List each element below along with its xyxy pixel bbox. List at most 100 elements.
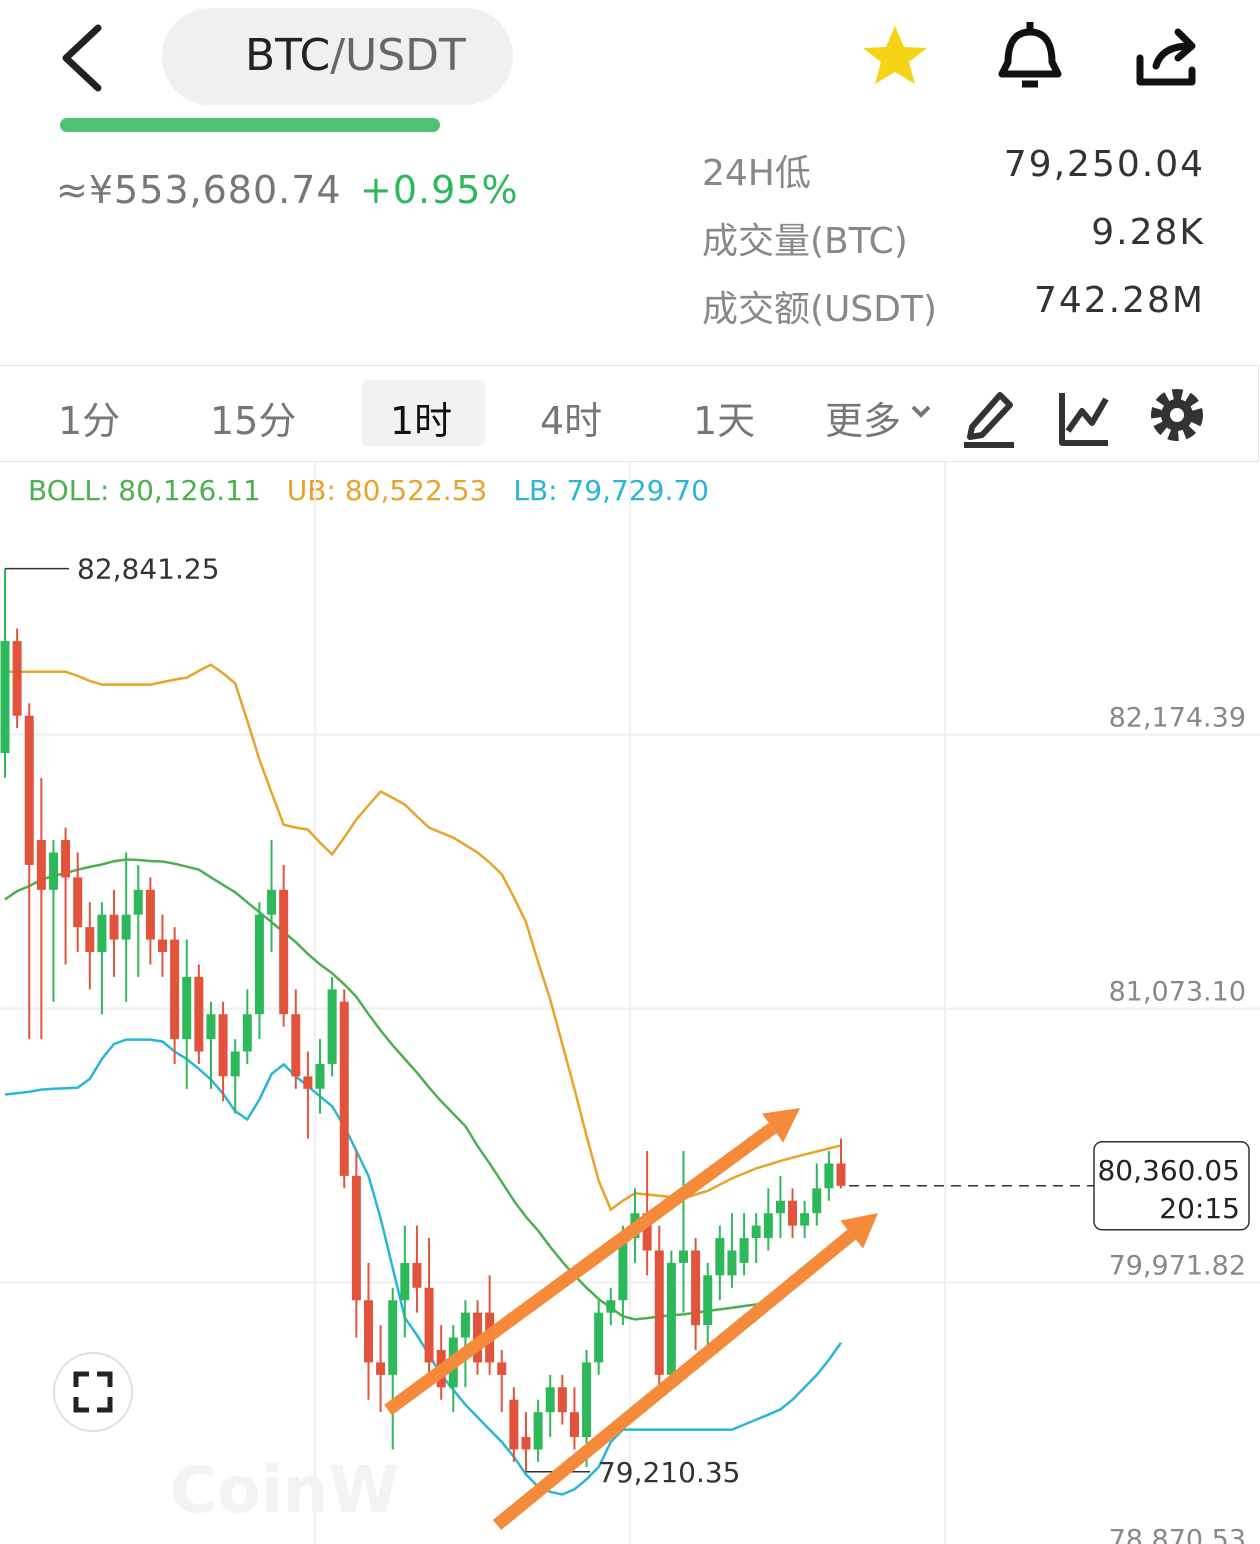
- fullscreen-circle: [53, 1352, 133, 1432]
- candle-body: [594, 1312, 604, 1363]
- candle-body: [460, 1312, 470, 1338]
- candle-body: [242, 1014, 252, 1052]
- candle-body: [109, 914, 119, 940]
- tool-icons: [911, 389, 1203, 448]
- y-tick-label: 78,870.53: [1109, 1524, 1246, 1544]
- pair-title: BTC/USDT: [245, 30, 466, 81]
- trend-arrow: [384, 1122, 777, 1416]
- stat-label: 成交量(BTC): [702, 221, 908, 262]
- cny-price: ≈¥553,680.74: [56, 168, 342, 212]
- candle-body: [61, 840, 71, 878]
- pair-quote: /USDT: [330, 30, 466, 81]
- tab[interactable]: 1时: [390, 399, 453, 443]
- current-price-box: [1093, 1141, 1250, 1231]
- candle-body: [557, 1387, 567, 1413]
- candle-body: [678, 1250, 688, 1263]
- indicator-tool[interactable]: [1059, 393, 1109, 446]
- candle-body: [218, 1014, 228, 1077]
- stat-label: 24H低: [702, 153, 811, 194]
- candle-body: [12, 641, 22, 716]
- candle-body: [230, 1051, 240, 1077]
- boll-line: [5, 663, 842, 1212]
- tab[interactable]: 4时: [540, 399, 603, 443]
- active-tab-bg: [362, 380, 485, 446]
- candle-body: [727, 1250, 737, 1276]
- candle-body: [133, 889, 143, 915]
- candle-body: [291, 1014, 301, 1077]
- candlestick-chart: CoinW 82,174.39 81,073.10 79,971.82 78,870.5…: [0, 462, 1260, 1544]
- candle-body: [424, 1287, 434, 1363]
- share-button[interactable]: [1136, 28, 1196, 86]
- candle-body: [497, 1362, 507, 1375]
- candle-body: [158, 939, 168, 953]
- candle-body: [388, 1300, 398, 1375]
- candle-body: [533, 1412, 543, 1450]
- candle-body: [254, 914, 264, 1015]
- current-price: 80,360.05: [1097, 1154, 1240, 1187]
- candle-body: [206, 1014, 216, 1040]
- candle-body: [606, 1300, 616, 1313]
- trend-arrow: [492, 1229, 856, 1531]
- stat-value: 9.28K: [1091, 212, 1205, 253]
- current-time: 20:15: [1159, 1192, 1240, 1225]
- candle-body: [182, 976, 192, 1040]
- candle-body: [194, 976, 204, 1052]
- interval-bar: [0, 365, 1259, 462]
- candle-body: [121, 914, 131, 940]
- candle-body: [0, 641, 10, 754]
- candle-body: [376, 1362, 386, 1375]
- fullscreen-icon: [73, 1371, 113, 1413]
- boll-legend: BOLL: 80,126.11 UB: 80,522.53 LB: 79,729.7…: [28, 474, 735, 507]
- candle-body: [412, 1262, 422, 1288]
- candle-body: [36, 840, 46, 890]
- candle-body: [48, 852, 58, 890]
- candle-body: [97, 914, 107, 953]
- candle-body: [739, 1238, 749, 1263]
- candle-body: [751, 1225, 761, 1239]
- favorite-star[interactable]: [863, 26, 927, 84]
- extreme-label: 82,841.25: [77, 553, 220, 586]
- tab[interactable]: 15分: [210, 399, 297, 443]
- candle-body: [73, 877, 83, 928]
- stat-label: 成交额(USDT): [702, 289, 938, 330]
- alert-bell[interactable]: [998, 22, 1062, 88]
- legend-item: LB: 79,729.70: [513, 474, 709, 507]
- stat-value: 79,250.04: [1003, 144, 1205, 185]
- candle-body: [85, 927, 95, 953]
- candle-body: [654, 1250, 664, 1375]
- candle-body: [170, 939, 180, 1040]
- candle-body: [545, 1387, 555, 1413]
- settings[interactable]: [1151, 389, 1203, 441]
- pair-selector[interactable]: [162, 8, 513, 105]
- tab[interactable]: 1天: [693, 399, 756, 443]
- y-tick-label: 79,971.82: [1109, 1250, 1246, 1281]
- boll-line: [4, 1038, 843, 1496]
- candle-body: [812, 1188, 822, 1214]
- candle-body: [715, 1238, 725, 1276]
- legend-item: UB: 80,522.53: [286, 474, 488, 507]
- candle-body: [509, 1399, 519, 1450]
- back-button[interactable]: [62, 24, 102, 92]
- fullscreen-button[interactable]: [53, 1352, 133, 1432]
- draw-tool[interactable]: [964, 392, 1014, 448]
- candle-body: [642, 1213, 652, 1251]
- candle-body: [339, 1001, 349, 1176]
- clipped-price: [60, 118, 440, 132]
- extreme-label: 79,210.35: [598, 1456, 741, 1489]
- candle-body: [703, 1275, 713, 1326]
- candle-body: [363, 1300, 373, 1363]
- watermark: CoinW: [170, 1454, 399, 1528]
- stat-value: 742.28M: [1033, 280, 1205, 321]
- y-tick-label: 82,174.39: [1109, 703, 1246, 734]
- tab[interactable]: 1分: [58, 399, 121, 443]
- boll-line: [4, 858, 842, 1321]
- candle-body: [666, 1262, 676, 1375]
- tab[interactable]: 更多: [825, 399, 902, 443]
- candle-body: [145, 889, 155, 940]
- trend-arrow-head: [761, 1108, 800, 1143]
- trend-arrow-head: [840, 1213, 878, 1249]
- candle-body: [400, 1262, 410, 1301]
- candle-body: [303, 1076, 313, 1089]
- candle-body: [775, 1200, 785, 1214]
